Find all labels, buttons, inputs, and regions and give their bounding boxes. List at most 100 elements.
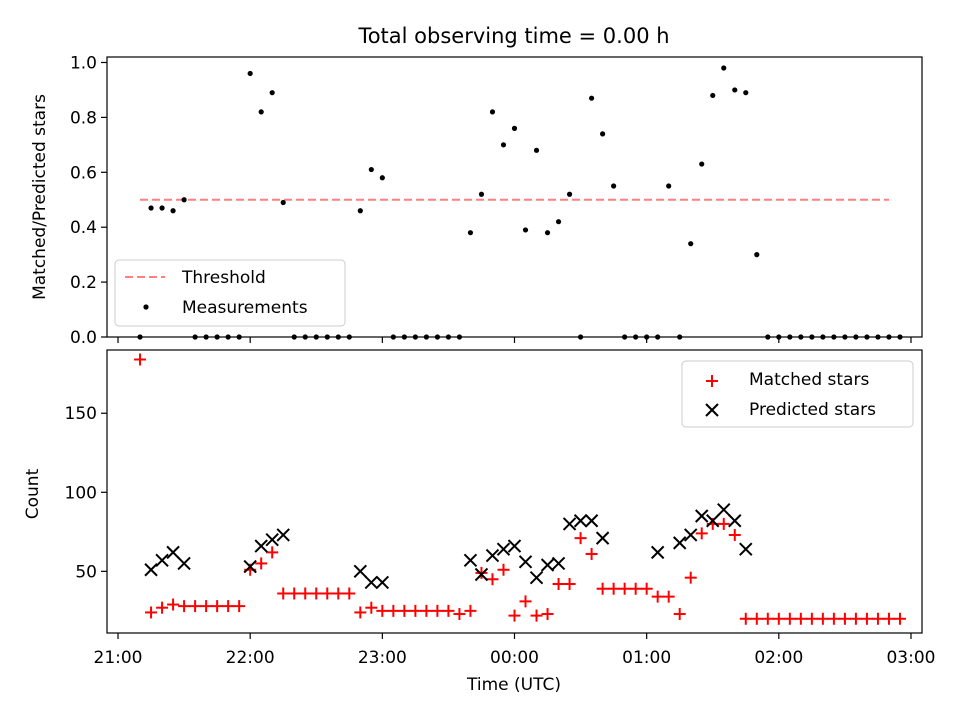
matched-star-marker — [882, 612, 895, 625]
measurement-point — [159, 205, 165, 211]
matched-star-marker — [618, 582, 631, 595]
predicted-star-marker — [276, 528, 290, 542]
measurement-point — [600, 131, 606, 137]
matched-star-marker — [167, 598, 180, 611]
matched-star-marker — [233, 600, 246, 613]
matched-star-marker — [398, 604, 411, 617]
predicted-star-marker — [177, 556, 191, 571]
matched-star-marker — [849, 612, 862, 625]
measurement-point — [710, 92, 716, 99]
predicted-star-marker — [265, 533, 279, 547]
matched-star-marker — [266, 546, 279, 559]
predicted-star-marker — [496, 542, 511, 556]
measurement-point — [148, 205, 154, 211]
bottom-y-ticks: 50 100 150 — [65, 404, 107, 582]
matched-star-marker — [178, 600, 191, 613]
matched-star-marker — [145, 606, 158, 619]
measurement-point — [588, 95, 595, 101]
measurement-point — [688, 241, 694, 247]
predicted-star-marker — [650, 545, 665, 560]
measurement-point — [170, 208, 176, 214]
matched-star-marker — [772, 612, 785, 625]
predicted-star-marker — [584, 514, 599, 528]
matched-star-marker — [134, 353, 147, 366]
matched-star-marker — [805, 612, 818, 625]
matched-star-marker — [585, 547, 598, 560]
matched-star-marker — [695, 527, 708, 540]
measurement-point — [522, 227, 529, 233]
matched-star-marker — [563, 577, 576, 590]
predicted-star-marker — [573, 514, 588, 528]
predicted-star-marker — [507, 539, 522, 553]
legend-predicted-label: Predicted stars — [749, 400, 876, 420]
matched-star-marker — [893, 612, 906, 625]
measurement-point — [611, 183, 617, 189]
predicted-star-marker — [243, 559, 257, 574]
matched-star-marker — [200, 600, 213, 613]
matched-star-marker — [794, 612, 807, 625]
measurement-point — [732, 87, 738, 93]
measurement-point — [721, 65, 727, 71]
measurement-point — [555, 219, 562, 225]
matched-star-marker — [541, 608, 554, 621]
predicted-star-marker — [728, 514, 742, 528]
matched-star-marker — [222, 600, 235, 613]
measurement-point — [379, 175, 385, 181]
matched-star-marker — [409, 604, 422, 617]
matched-star-marker — [321, 587, 334, 600]
top-x-ticks — [117, 337, 912, 343]
measurement-point — [566, 191, 573, 197]
matched-star-marker — [464, 604, 477, 617]
matched-star-marker — [365, 601, 378, 614]
matched-star-marker — [552, 577, 565, 590]
predicted-star-marker — [463, 553, 478, 567]
predicted-star-marker — [474, 567, 489, 582]
top-y-tick-label: 1.0 — [70, 53, 97, 73]
matched-star-marker — [827, 612, 840, 625]
predicted-star-marker — [485, 548, 500, 563]
measurement-point — [754, 252, 760, 258]
legend-threshold-label: Threshold — [181, 268, 266, 288]
predicted-star-marker — [672, 536, 687, 550]
matched-star-marker — [574, 532, 587, 545]
predicted-star-marker — [551, 556, 566, 571]
measurement-point — [247, 70, 253, 77]
matched-star-marker — [662, 590, 675, 603]
matched-star-marker — [189, 600, 202, 613]
bottom-legend: Matched stars Predicted stars — [681, 360, 914, 428]
bottom-x-tick-label: 23:00 — [358, 648, 407, 668]
measurement-point — [467, 230, 474, 236]
measurement-point — [511, 125, 518, 131]
bottom-x-tick-label: 00:00 — [490, 648, 539, 668]
measurement-point — [478, 191, 485, 197]
measurement-point — [544, 230, 551, 236]
matched-star-marker — [354, 606, 367, 619]
matched-star-marker — [486, 573, 499, 586]
predicted-star-marker — [540, 558, 555, 572]
matched-star-marker — [310, 587, 323, 600]
bottom-x-tick-label: 02:00 — [754, 648, 803, 668]
measurement-point — [666, 183, 672, 189]
measurement-point — [533, 147, 540, 153]
legend-matched-label: Matched stars — [749, 370, 869, 390]
top-y-tick-label: 0.8 — [70, 108, 97, 128]
predicted-star-marker — [562, 517, 577, 531]
predicted-star-marker — [706, 514, 720, 528]
matched-star-marker — [651, 590, 664, 603]
predicted-star-marker — [684, 528, 698, 542]
matched-star-marker — [519, 595, 532, 608]
top-y-tick-label: 0.6 — [70, 163, 97, 183]
top-y-tick-label: 0.4 — [70, 218, 97, 238]
matched-star-marker — [717, 517, 730, 530]
measurement-point — [357, 208, 363, 214]
matched-star-marker — [453, 608, 466, 621]
matched-star-marker — [475, 566, 488, 579]
predicted-star-marker — [695, 509, 709, 523]
bottom-legend-box — [681, 360, 914, 428]
legend-predicted-swatch — [705, 403, 719, 417]
measurement-point — [181, 197, 187, 203]
top-panel: Total observing time = 0.00 h 0.00.20.40… — [30, 24, 923, 348]
matched-star-marker — [387, 604, 400, 617]
bottom-y-tick-label: 100 — [65, 483, 97, 503]
